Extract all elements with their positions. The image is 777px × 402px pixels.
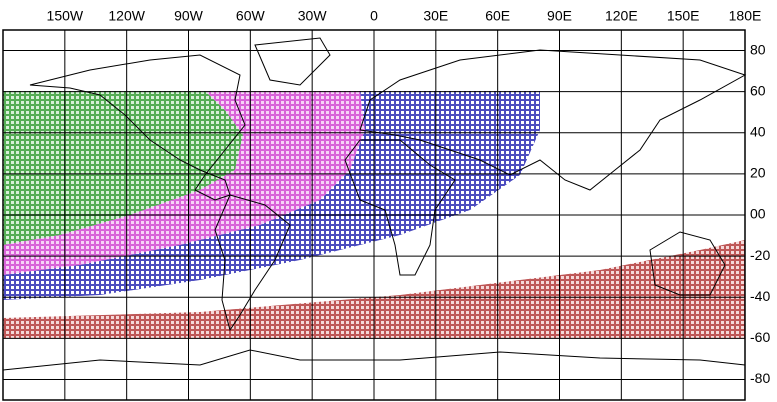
longitude-label: 90W xyxy=(174,8,204,24)
magenta-region xyxy=(3,91,365,275)
latitude-label: 80 xyxy=(750,41,766,57)
coastlines xyxy=(2,37,747,371)
graticule xyxy=(3,30,746,400)
longitude-label: 0 xyxy=(370,8,378,24)
longitude-label: 30E xyxy=(423,8,448,24)
north-america xyxy=(29,54,246,201)
longitude-label: 150W xyxy=(47,8,84,24)
greenland xyxy=(254,37,331,86)
antarctica xyxy=(2,349,746,371)
eurasia xyxy=(359,49,747,191)
longitude-label: 120E xyxy=(605,8,638,24)
latitude-label: 00 xyxy=(750,206,766,222)
longitude-label: 180E xyxy=(729,8,762,24)
longitude-label: 60W xyxy=(236,8,266,24)
australia xyxy=(649,231,726,296)
south-america xyxy=(214,194,291,332)
axis-labels: 150W 120W 90W 60W 30W 0 30E 60E 90E 120E 150E 180E 8… xyxy=(47,8,771,386)
longitude-label: 60E xyxy=(485,8,510,24)
latitude-label: 20 xyxy=(750,165,766,181)
latitude-label: -40 xyxy=(750,288,770,304)
latitude-label: -20 xyxy=(750,247,770,263)
latitude-label: 40 xyxy=(750,123,766,139)
latitude-label: -60 xyxy=(750,329,770,345)
green-region xyxy=(3,91,243,245)
latitude-label: -80 xyxy=(750,370,770,386)
latitude-label: 60 xyxy=(750,82,766,98)
blue-region xyxy=(3,91,540,300)
longitude-label: 120W xyxy=(108,8,145,24)
longitude-label: 30W xyxy=(298,8,328,24)
map-frame xyxy=(2,29,746,401)
africa xyxy=(344,139,456,276)
longitude-label: 90E xyxy=(547,8,572,24)
longitude-label: 150E xyxy=(667,8,700,24)
